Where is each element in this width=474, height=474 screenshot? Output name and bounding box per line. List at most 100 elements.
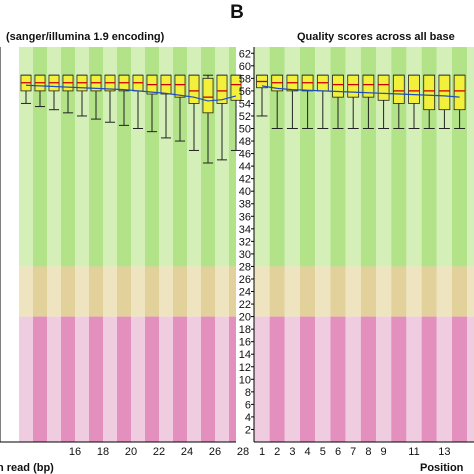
panel-b-y-tick-label: 52: [239, 111, 251, 123]
panel-a-title: (sanger/illumina 1.9 encoding): [6, 31, 165, 43]
panel-a-zone-bad-stripe: [33, 316, 47, 442]
panel-b-zone-bad-stripe: [376, 316, 392, 442]
panel-a-zone-warn-stripe: [117, 266, 131, 317]
panel-b-letter: B: [230, 2, 244, 23]
panel-a-zone-good-stripe: [47, 47, 61, 267]
panel-b-box-8: [362, 74, 375, 98]
panel-a-x-tick-label: 22: [153, 446, 165, 458]
panel-a-x-tick-label: 28: [237, 446, 249, 458]
panel-b: 1 2 3 4 5 6 7 8 9 11 13626058565452504846444240383…: [239, 47, 474, 458]
panel-b-y-tick-label: 62: [239, 48, 251, 60]
panel-b-zone-warn-stripe: [300, 266, 316, 317]
panel-b-zone-warn-stripe: [284, 266, 300, 317]
panel-b-y-tick-label: 48: [239, 136, 251, 148]
panel-b-y-tick-label: 46: [239, 149, 251, 161]
panel-b-x-tick-label: 9: [381, 446, 387, 458]
panel-a-zone-good-stripe: [103, 47, 117, 267]
panel-b-y-tick-label: 18: [239, 324, 251, 336]
panel-b-zone-warn-stripe: [436, 266, 452, 317]
panel-b-y-tick-label: 34: [239, 224, 251, 236]
panel-a-zone-warn-stripe: [47, 266, 61, 317]
panel-a-zone-warn-stripe: [229, 266, 236, 317]
panel-b-zone-warn-stripe: [315, 266, 331, 317]
panel-b-y-tick-label: 56: [239, 86, 251, 98]
panel-b-box-14: [453, 74, 466, 111]
panel-a: 16 18 20 22 24 26 28: [0, 47, 249, 458]
panel-a-zone-bad-stripe: [61, 316, 75, 442]
panel-b-zone-bad-stripe: [330, 316, 346, 442]
panel-b-y-tick-label: 26: [239, 274, 251, 286]
panel-b-zone-bad-stripe: [315, 316, 331, 442]
panel-b-zone-good-stripe: [300, 47, 316, 267]
panel-b-y-tick-label: 30: [239, 249, 251, 261]
panel-b-y-tick-label: 32: [239, 236, 251, 248]
panel-b-zone-warn-stripe: [406, 266, 422, 317]
panel-b-zone-warn-stripe: [360, 266, 376, 317]
panel-a-zone-good-stripe: [159, 47, 173, 267]
panel-b-box-7: [347, 74, 360, 98]
panel-a-zone-bad-stripe: [229, 316, 236, 442]
panel-b-x-tick-label: 3: [289, 446, 295, 458]
panel-b-x-tick-label: 7: [350, 446, 356, 458]
panel-a-zone-bad-stripe: [75, 316, 89, 442]
panel-a-zone-bad-stripe: [19, 316, 33, 442]
panel-b-x-tick-label: 6: [335, 446, 341, 458]
panel-a-zone-warn-stripe: [61, 266, 75, 317]
panel-a-zone-bad-stripe: [117, 316, 131, 442]
panel-b-y-tick-label: 60: [239, 61, 251, 73]
panel-b-y-tick-label: 2: [245, 424, 251, 436]
panel-a-zone-good-stripe: [131, 47, 145, 267]
panel-b-box-9: [377, 74, 390, 101]
panel-b-zone-good-stripe: [254, 47, 270, 267]
panel-a-zone-bad-stripe: [215, 316, 229, 442]
panel-b-zone-bad-stripe: [467, 316, 474, 442]
panel-b-x-tick-label: 13: [438, 446, 450, 458]
panel-b-zone-good-stripe: [360, 47, 376, 267]
panel-b-y-tick-label: 12: [239, 362, 251, 374]
panel-b-box-6: [332, 74, 344, 98]
panel-b-title: Quality scores across all base: [297, 31, 455, 43]
panel-a-zone-warn-stripe: [201, 266, 215, 317]
panel-b-zone-warn-stripe: [254, 266, 270, 317]
panel-b-zone-good-stripe: [467, 47, 474, 267]
panel-b-box-11: [408, 74, 420, 104]
panel-b-box-12: [423, 74, 436, 111]
panel-a-zone-warn-stripe: [103, 266, 117, 317]
panel-a-zone-bad-stripe: [47, 316, 61, 442]
panel-a-zone-good-stripe: [89, 47, 103, 267]
panel-a-zone-bad-stripe: [145, 316, 159, 442]
panel-b-zone-warn-stripe: [391, 266, 407, 317]
panel-a-zone-warn-stripe: [215, 266, 229, 317]
panel-b-zone-warn-stripe: [467, 266, 474, 317]
panel-b-zone-bad-stripe: [345, 316, 361, 442]
panel-b-y-tick-label: 8: [245, 387, 251, 399]
panel-a-zone-good-stripe: [145, 47, 159, 267]
panel-b-zone-warn-stripe: [345, 266, 361, 317]
panel-b-x-tick-label: 4: [305, 446, 311, 458]
panel-a-box-26: [202, 77, 214, 114]
panel-a-zone-bad-stripe: [159, 316, 173, 442]
panel-b-zone-bad-stripe: [284, 316, 300, 442]
panel-a-zone-warn-stripe: [131, 266, 145, 317]
panel-a-zone-warn-stripe: [145, 266, 159, 317]
panel-b-x-axis-label: Position: [420, 462, 464, 474]
panel-a-x-tick-label: 24: [181, 446, 193, 458]
panel-b-y-tick-label: 36: [239, 211, 251, 223]
panel-b-zone-good-stripe: [376, 47, 392, 267]
panel-b-zone-warn-stripe: [330, 266, 346, 317]
panel-a-zone-bad-stripe: [131, 316, 145, 442]
panel-a-zone-good-stripe: [229, 47, 236, 267]
panel-a-box-27: [216, 74, 228, 104]
panel-a-zone-bad-stripe: [201, 316, 215, 442]
panel-a-x-axis-label: n read (bp): [0, 462, 54, 474]
panel-b-x-tick-label: 2: [274, 446, 280, 458]
panel-a-zone-good-stripe: [117, 47, 131, 267]
panel-b-zone-good-stripe: [345, 47, 361, 267]
panel-b-y-tick-label: 58: [239, 73, 251, 85]
panel-b-zone-good-stripe: [284, 47, 300, 267]
panel-b-zone-bad-stripe: [300, 316, 316, 442]
panel-a-x-tick-label: 18: [97, 446, 109, 458]
panel-b-zone-warn-stripe: [376, 266, 392, 317]
panel-b-zone-bad-stripe: [391, 316, 407, 442]
panel-b-y-tick-label: 4: [245, 412, 251, 424]
